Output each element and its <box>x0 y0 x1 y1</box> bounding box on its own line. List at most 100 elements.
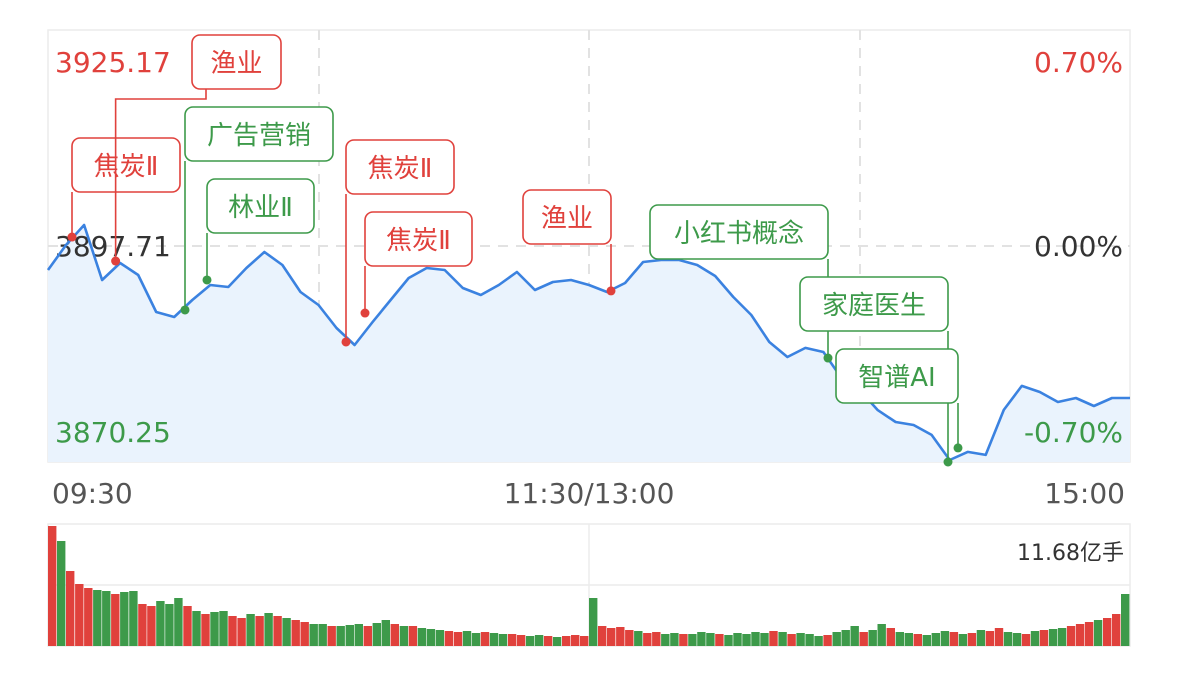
volume-bar <box>1012 633 1022 646</box>
volume-bar <box>985 631 995 646</box>
volume-bar <box>832 632 841 646</box>
annotation-box[interactable] <box>522 189 612 245</box>
volume-bar <box>931 633 940 646</box>
volume-bar <box>57 541 66 646</box>
volume-bar <box>571 635 580 646</box>
annotation-box[interactable] <box>649 204 829 260</box>
annotation-box[interactable] <box>799 276 949 332</box>
volume-bar <box>552 637 562 646</box>
volume-bar <box>607 628 616 646</box>
annotation-2[interactable]: 广告营销 <box>184 106 334 310</box>
volume-bar <box>84 588 93 646</box>
annotation-5[interactable]: 焦炭Ⅱ <box>364 211 473 314</box>
volume-bar <box>994 628 1004 646</box>
volume-bar <box>201 614 210 646</box>
volume-bar <box>156 601 165 646</box>
volume-bar <box>904 633 913 646</box>
annotation-point <box>606 286 616 296</box>
volume-bar <box>616 627 625 646</box>
volume-bar <box>120 592 129 646</box>
volume-bar <box>796 633 805 646</box>
volume-bar <box>940 631 950 646</box>
volume-bar <box>706 633 715 646</box>
volume-bar <box>778 632 787 646</box>
annotation-point <box>202 275 212 285</box>
annotation-box[interactable] <box>364 211 473 267</box>
annotation-label: 焦炭Ⅱ <box>368 154 433 184</box>
volume-bar <box>318 624 327 646</box>
volume-bar <box>147 606 156 646</box>
volume-bar <box>525 636 535 646</box>
annotation-box[interactable] <box>206 178 315 234</box>
volume-bar <box>886 628 895 646</box>
volume-bar <box>1030 631 1040 646</box>
volume-bar <box>534 635 544 646</box>
volume-bar <box>426 629 436 646</box>
volume-bar <box>219 611 228 646</box>
volume-bar <box>138 604 147 646</box>
volume-bar <box>210 612 219 646</box>
volume-bar <box>228 616 237 646</box>
annotation-9[interactable]: 智谱AI <box>835 348 959 448</box>
annotation-label: 家庭医生 <box>822 291 926 321</box>
volume-bar <box>390 624 399 646</box>
volume-bar <box>192 611 201 646</box>
volume-bar <box>859 632 868 646</box>
annotation-point <box>67 232 77 242</box>
volume-bar <box>949 632 959 646</box>
annotation-point <box>943 457 953 467</box>
volume-bar <box>697 632 706 646</box>
annotation-4[interactable]: 焦炭Ⅱ <box>345 139 455 342</box>
annotation-box[interactable] <box>345 139 455 195</box>
volume-bar <box>1048 629 1058 646</box>
annotation-point <box>823 353 833 363</box>
annotation-6[interactable]: 渔业 <box>522 189 612 291</box>
annotation-0[interactable]: 焦炭Ⅱ <box>71 137 181 238</box>
volume-bar <box>408 626 418 646</box>
volume-bar <box>751 632 760 646</box>
volume-bar <box>733 633 742 646</box>
annotation-7[interactable]: 小红书概念 <box>649 204 829 359</box>
annotation-1[interactable]: 渔业 <box>114 34 282 262</box>
volume-bar <box>336 626 345 646</box>
annotation-point <box>360 308 370 318</box>
annotation-3[interactable]: 林业Ⅱ <box>206 178 315 280</box>
annotation-point <box>180 305 190 315</box>
volume-bar <box>688 634 697 646</box>
annotation-8[interactable]: 家庭医生 <box>799 276 949 462</box>
volume-max-label: 11.68亿手 <box>1017 541 1124 566</box>
volume-bar <box>787 634 796 646</box>
annotation-box[interactable] <box>191 34 282 90</box>
volume-bar <box>543 636 553 646</box>
annotation-label: 焦炭Ⅱ <box>386 226 451 256</box>
annotation-label: 焦炭Ⅱ <box>94 152 159 182</box>
volume-bar <box>742 634 751 646</box>
annotation-box[interactable] <box>71 137 181 193</box>
volume-bar <box>1039 630 1049 646</box>
volume-bar <box>679 634 688 646</box>
volume-bar <box>381 620 390 646</box>
volume-bar <box>462 631 472 646</box>
volume-bar <box>976 630 986 646</box>
volume-bar <box>580 636 589 646</box>
volume-bar <box>1066 626 1076 646</box>
volume-bar <box>814 636 823 646</box>
volume-bar <box>453 632 463 646</box>
volume-bar <box>1112 614 1121 646</box>
price-area-fill <box>48 225 1130 462</box>
volume-bar <box>913 634 922 646</box>
volume-bar <box>300 622 309 646</box>
volume-bar <box>598 626 607 646</box>
volume-bar <box>507 634 517 646</box>
annotation-label: 渔业 <box>541 204 593 234</box>
volume-bar <box>958 634 968 646</box>
annotation-point <box>953 443 963 453</box>
volume-bar <box>498 634 508 646</box>
y-label-max: 3925.17 <box>55 46 171 79</box>
volume-bar <box>1121 594 1130 646</box>
annotation-box[interactable] <box>835 348 959 404</box>
volume-bar <box>354 624 363 646</box>
volume-bar <box>363 626 372 646</box>
annotation-box[interactable] <box>184 106 334 162</box>
